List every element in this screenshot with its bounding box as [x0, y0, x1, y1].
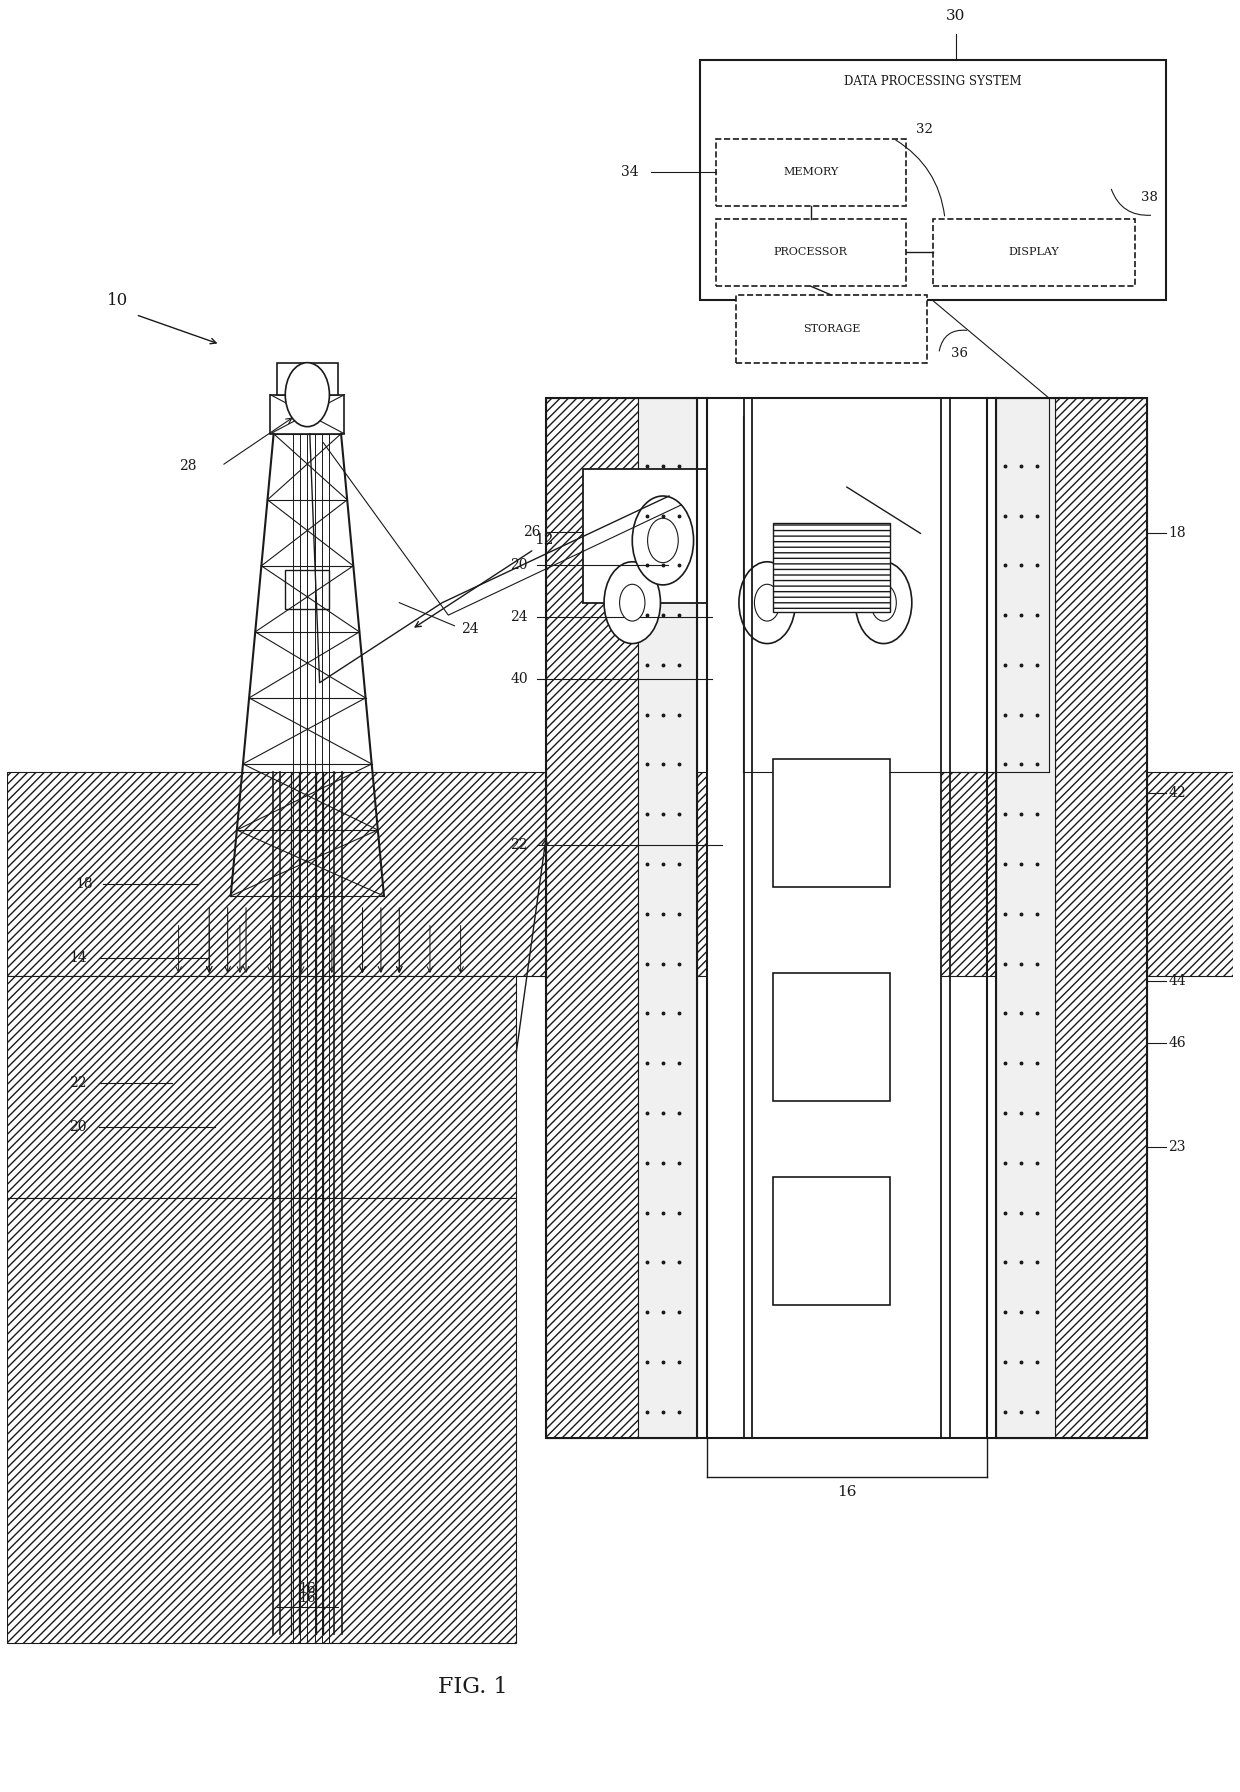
Text: 38: 38 [1141, 190, 1158, 204]
Text: 14: 14 [69, 952, 87, 966]
Bar [277, 362, 337, 394]
Text: 28: 28 [180, 459, 197, 473]
Text: 26: 26 [523, 525, 541, 539]
Bar [774, 1177, 890, 1305]
Circle shape [856, 561, 911, 643]
Text: 24: 24 [511, 609, 528, 624]
Text: 23: 23 [1168, 1140, 1185, 1154]
Text: 42: 42 [1168, 787, 1185, 801]
Bar [547, 398, 1147, 1439]
Circle shape [870, 584, 897, 622]
Bar [932, 219, 1135, 287]
Bar [7, 772, 1233, 977]
Circle shape [604, 561, 661, 643]
Text: FIG. 1: FIG. 1 [438, 1676, 507, 1699]
Circle shape [285, 362, 330, 426]
Text: 18: 18 [76, 876, 93, 891]
Bar [774, 760, 890, 887]
Bar [7, 1199, 516, 1643]
Text: STORAGE: STORAGE [802, 324, 861, 333]
Circle shape [754, 584, 780, 622]
Bar [774, 523, 890, 611]
Circle shape [620, 584, 645, 622]
Text: 30: 30 [946, 9, 966, 23]
Text: 34: 34 [621, 165, 639, 179]
Text: DISPLAY: DISPLAY [1008, 247, 1059, 258]
Bar [997, 398, 1055, 1439]
Text: 20: 20 [69, 1120, 87, 1134]
Bar [715, 219, 905, 287]
Bar [7, 977, 516, 1199]
Bar [707, 398, 941, 1439]
Circle shape [632, 496, 693, 584]
Circle shape [647, 518, 678, 563]
Bar [835, 487, 932, 602]
Circle shape [739, 561, 795, 643]
Bar [699, 61, 1166, 301]
Bar [737, 296, 926, 362]
Text: 10: 10 [107, 292, 128, 308]
Bar [639, 398, 697, 1439]
Text: 36: 36 [951, 348, 968, 360]
Bar [774, 973, 890, 1100]
Text: MEMORY: MEMORY [782, 167, 838, 177]
Bar [270, 394, 345, 434]
Text: 40: 40 [511, 672, 528, 686]
Text: 44: 44 [1168, 973, 1185, 987]
Bar [285, 570, 330, 609]
Text: 46: 46 [1168, 1036, 1185, 1050]
Text: 16: 16 [837, 1486, 857, 1498]
Bar [583, 470, 835, 602]
Text: 16: 16 [299, 1591, 316, 1606]
Text: 22: 22 [511, 839, 528, 853]
Text: 16: 16 [299, 1582, 316, 1597]
Text: DATA PROCESSING SYSTEM: DATA PROCESSING SYSTEM [844, 75, 1022, 88]
Bar [715, 138, 905, 206]
Text: 20: 20 [511, 557, 528, 572]
Text: 22: 22 [69, 1075, 87, 1090]
Text: PROCESSOR: PROCESSOR [774, 247, 848, 258]
Bar [1055, 398, 1147, 1439]
Text: 32: 32 [915, 124, 932, 136]
Text: 12: 12 [534, 534, 554, 547]
Text: 18: 18 [1168, 527, 1185, 541]
Text: 24: 24 [460, 622, 479, 636]
Bar [547, 398, 639, 1439]
